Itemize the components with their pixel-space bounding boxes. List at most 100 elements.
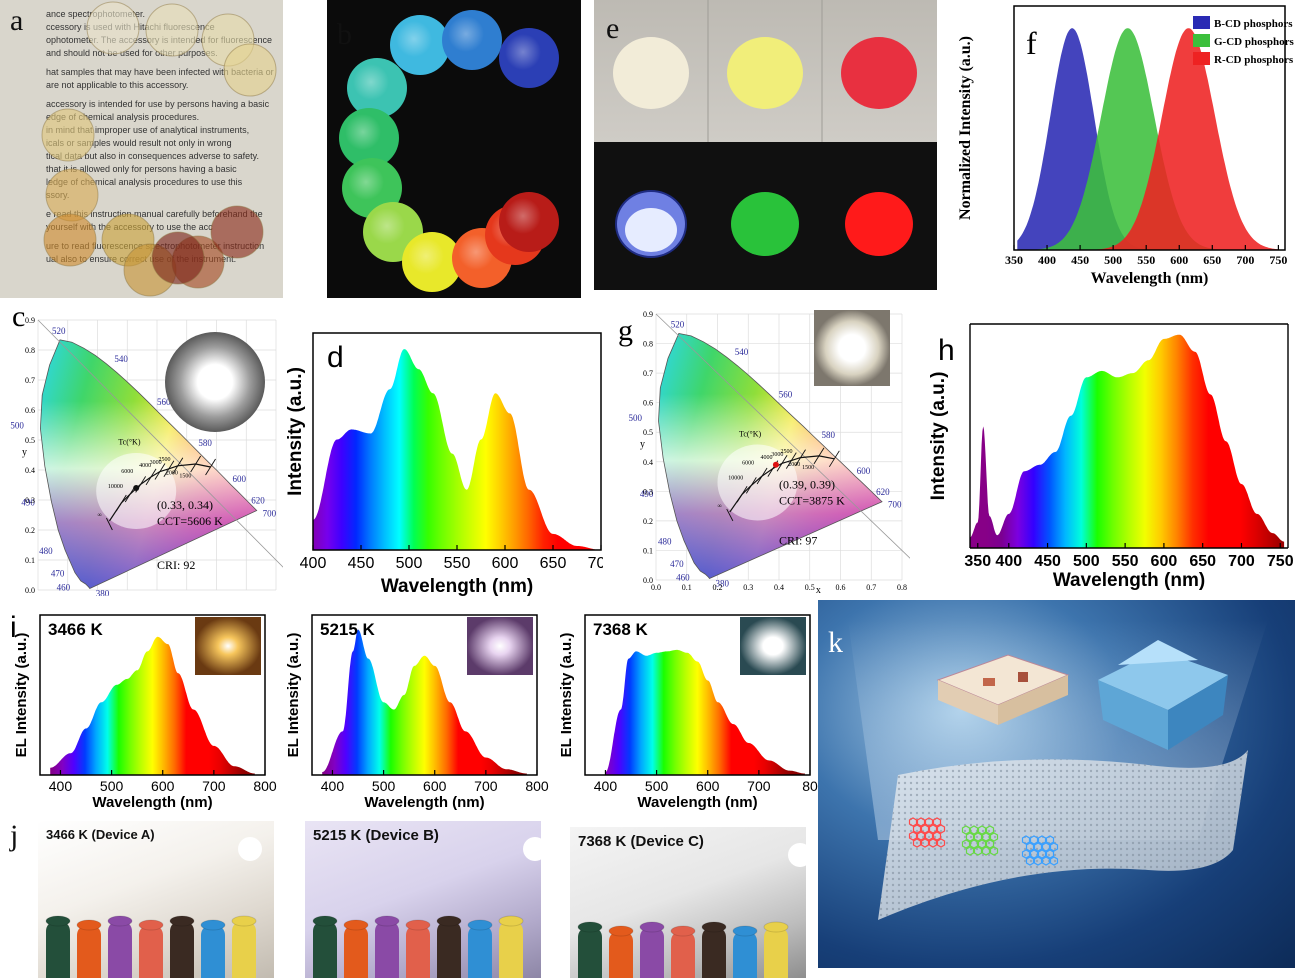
x-tick-label: 80: [802, 778, 818, 794]
sample-vial: [210, 205, 264, 259]
x-tick-label: 700: [1236, 253, 1254, 267]
x-tick-label: 400: [321, 778, 345, 794]
y-axis-label: EL Intensity (a.u.): [558, 633, 575, 758]
x-tick-label: 600: [151, 778, 175, 794]
color-roll: [200, 919, 226, 978]
x-tick-label: 0.1: [682, 583, 692, 592]
document-line: accessory is intended for use by persons…: [46, 99, 270, 109]
fluorescent-vials: [339, 10, 559, 292]
locus-tick: 10000: [108, 484, 123, 490]
y-tick-label: 0.6: [25, 406, 35, 415]
spectral-locus: [658, 333, 883, 579]
y-tick-label: 0.5: [643, 428, 653, 437]
wavelength-tick: 460: [57, 583, 71, 593]
legend-swatch: [1193, 34, 1210, 47]
wavelength-tick: 540: [114, 354, 128, 364]
color-roll: [436, 915, 462, 978]
x-tick-label: 450: [1034, 553, 1061, 570]
flexible-led-illustration: [848, 620, 1268, 920]
panel-label-k: k: [828, 626, 843, 659]
document-line: ledge of chemical analysis procedures to…: [46, 177, 243, 187]
x-tick-label: 800: [525, 778, 549, 794]
x-tick-label: 400: [995, 553, 1022, 570]
sample-vials-layer: [41, 1, 277, 297]
wavelength-tick: 600: [857, 466, 871, 476]
document-line: are not applicable to this accessory.: [46, 80, 189, 90]
x-tick-label: 600: [1170, 253, 1188, 267]
sample-vial: [86, 1, 140, 55]
x-tick-label: 0.5: [805, 583, 815, 592]
y-axis-label: Intensity (a.u.): [928, 372, 949, 501]
uv-phosphor-glow: [845, 192, 913, 256]
x-tick-label: 0.6: [836, 583, 846, 592]
wavelength-tick: 490: [640, 489, 654, 499]
y-tick-label: 0.2: [643, 517, 653, 526]
wavelength-tick: 470: [51, 569, 65, 579]
panel-label-e: e: [606, 12, 620, 45]
x-tick-label: 0.3: [743, 583, 753, 592]
x-axis-label: x: [816, 585, 821, 596]
wavelength-tick: 560: [157, 397, 171, 407]
x-tick-label: 400: [1038, 253, 1056, 267]
document-line: tical data but also in consequences adve…: [46, 151, 259, 161]
x-tick-label: 450: [348, 555, 375, 572]
led-inset-photo: [814, 310, 890, 386]
wavelength-tick: 480: [39, 546, 53, 556]
wavelength-tick: 480: [658, 537, 672, 547]
y-tick-label: 0.2: [25, 526, 35, 535]
coordinate-label: (0.39, 0.39): [779, 477, 835, 491]
coordinate-label: (0.33, 0.34): [157, 498, 213, 512]
daylight-phosphor-powder: [727, 37, 803, 109]
document-line: in mind that improper use of analytical …: [46, 125, 250, 135]
x-tick-label: 600: [423, 778, 447, 794]
color-roll: [498, 915, 524, 978]
x-tick-label: 700: [588, 555, 603, 572]
spectrum-area: [50, 636, 255, 775]
wavelength-tick: 700: [888, 500, 902, 510]
y-tick-label: 0.7: [643, 369, 653, 378]
panel-i: i 400 500 600 700 800 Wavelength (nm) EL Intens…: [0, 605, 818, 815]
panel-b: b: [327, 0, 581, 298]
wavelength-tick: 580: [198, 438, 212, 448]
room-illustration: [936, 654, 1070, 725]
y-tick-label: 0.1: [643, 546, 653, 555]
wavelength-tick: 700: [263, 509, 277, 519]
color-roll: [312, 915, 338, 978]
chart-d: 400 450 500 550 600 650 700 Wavelength (nm) Inte…: [285, 332, 603, 597]
x-tick-label: 500: [645, 778, 669, 794]
x-tick-label: 750: [1269, 253, 1287, 267]
house-illustration: [1098, 640, 1228, 750]
tc-label: Tc(°K): [739, 430, 762, 439]
x-axis-label: Wavelength (nm): [92, 794, 212, 811]
locus-tick: 2500: [158, 457, 170, 463]
y-axis-label: Intensity (a.u.): [285, 367, 306, 496]
wavelength-tick: 470: [670, 559, 684, 569]
cie-diagram-g: 5205405605806006207005004904804704603800…: [618, 310, 910, 596]
x-tick-label: 700: [1228, 553, 1255, 570]
wavelength-tick: 380: [96, 589, 110, 597]
y-axis-label: EL Intensity (a.u.): [285, 633, 302, 758]
legend-label: G-CD phosphors: [1214, 36, 1294, 48]
y-tick-label: 0.0: [25, 586, 35, 595]
panel-label-g: g: [618, 314, 633, 347]
x-tick-label: 650: [540, 555, 567, 572]
panel-k: k: [818, 600, 1295, 968]
y-tick-label: 0.0: [643, 576, 653, 585]
color-roll: [374, 915, 400, 978]
legend-swatch: [1193, 16, 1210, 29]
x-tick-label: 650: [1189, 553, 1216, 570]
x-axis-label: Wavelength (nm): [381, 576, 533, 597]
color-roll: [231, 915, 257, 978]
x-tick-label: 600: [1151, 553, 1178, 570]
spectrum-area: [605, 649, 805, 775]
wavelength-tick: 560: [779, 390, 793, 400]
panel-e: e: [594, 0, 937, 290]
color-roll: [343, 919, 369, 978]
led-inset-photo: [740, 617, 806, 675]
led-inset-photo: [195, 617, 261, 675]
wavelength-tick: 540: [735, 347, 749, 357]
wavelength-tick: 620: [876, 487, 890, 497]
device-label: 7368 K (Device C): [578, 833, 704, 850]
x-axis-label: Wavelength (nm): [1091, 270, 1209, 287]
cct-label: CCT=5606 K: [157, 514, 223, 528]
